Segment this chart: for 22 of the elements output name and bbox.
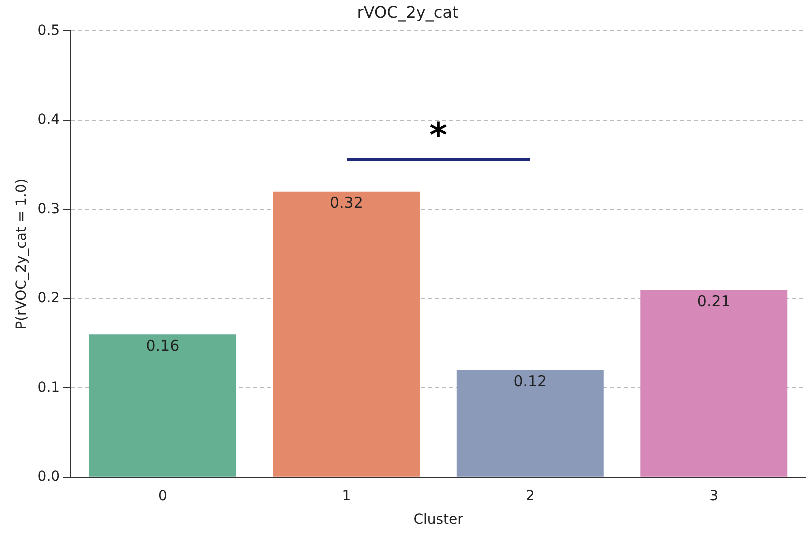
- data-label: 0.32: [330, 194, 364, 212]
- y-axis-title: P(rVOC_2y_cat = 1.0): [14, 178, 30, 330]
- y-tick-label: 0.5: [38, 22, 60, 39]
- y-tick-label: 0.3: [38, 201, 60, 218]
- x-axis-title: Cluster: [414, 512, 464, 528]
- chart-title: rVOC_2y_cat: [357, 2, 459, 22]
- data-label: 0.12: [514, 372, 548, 391]
- data-label: 0.16: [146, 337, 180, 356]
- annotation: *: [430, 116, 448, 156]
- bar: [456, 370, 604, 477]
- y-tick-label: 0.2: [38, 290, 60, 307]
- data-label: 0.21: [697, 292, 731, 310]
- x-tick-label: 0: [158, 488, 168, 504]
- y-tick-label: 0.4: [38, 112, 60, 128]
- bar: [89, 334, 236, 477]
- bar: [640, 290, 788, 477]
- bar: [273, 192, 420, 477]
- x-tick-label: 2: [526, 488, 535, 504]
- y-tick-label: 0.0: [38, 469, 60, 486]
- x-tick-label: 3: [710, 488, 719, 504]
- x-tick-label: 1: [342, 488, 352, 504]
- y-tick-label: 0.1: [38, 380, 60, 396]
